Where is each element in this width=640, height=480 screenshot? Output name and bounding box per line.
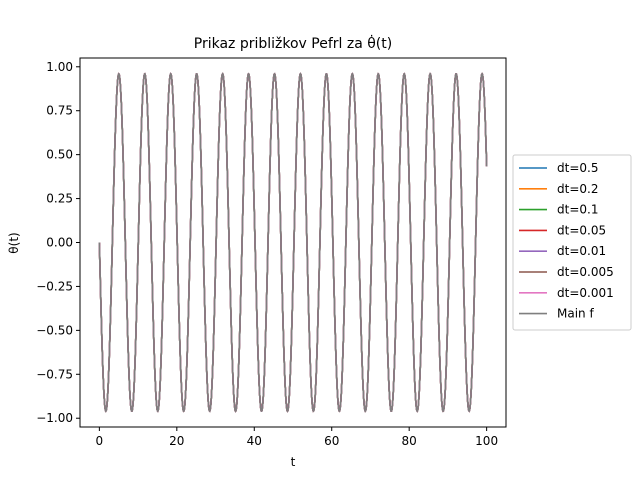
y-axis: 1.00 0.75 0.50 0.25 0.00 −0.25 −0.50 −0.75 −1.00 [36,60,80,425]
series-line-dt-0-005 [98,72,488,413]
x-tick-label: 20 [169,434,184,448]
series-line-dt-0-01 [98,72,488,413]
y-tick-label: 0.75 [46,104,73,118]
legend-box [512,154,632,331]
series-line-dt-0-2 [98,72,488,413]
x-axis-label: t [291,455,296,469]
x-tick-label: 100 [475,434,498,448]
legend-label: dt=0.001 [557,286,614,300]
x-tick-label: 0 [96,434,104,448]
x-axis: 0 20 40 60 80 100 [96,427,498,448]
legend-label: dt=0.05 [557,223,606,237]
legend-label: dt=0.5 [557,161,598,175]
series-line-dt-0-5 [98,72,488,413]
legend-label: dt=0.1 [557,203,598,217]
x-tick-label: 80 [402,434,417,448]
series-line-main-f [98,72,488,413]
y-tick-label: −0.75 [36,367,73,381]
y-axis-label: θ(t) [7,232,21,253]
y-tick-label: −0.50 [36,323,73,337]
y-tick-label: 0.50 [46,148,73,162]
y-tick-label: 0.00 [46,236,73,250]
y-tick-label: −1.00 [36,411,73,425]
x-tick-label: 60 [324,434,339,448]
legend-label: dt=0.2 [557,182,598,196]
legend-label: Main f [557,307,594,321]
series-line-dt-0-001 [98,72,488,413]
plot-frame [79,57,507,428]
series-line-dt-0-1 [98,72,488,413]
chart-title: Prikaz približkov Pefrl za θ̇(t) [194,34,392,52]
series-line-dt-0-05 [98,72,488,413]
y-tick-label: 1.00 [46,60,73,74]
y-tick-label: 0.25 [46,192,73,206]
legend-label: dt=0.005 [557,265,614,279]
x-tick-label: 40 [247,434,262,448]
legend-label: dt=0.01 [557,244,606,258]
legend: dt=0.5 dt=0.2 dt=0.1 dt=0.05 dt=0.01 dt=0.005… [512,154,632,331]
y-tick-label: −0.25 [36,279,73,293]
series-layer [98,72,488,413]
